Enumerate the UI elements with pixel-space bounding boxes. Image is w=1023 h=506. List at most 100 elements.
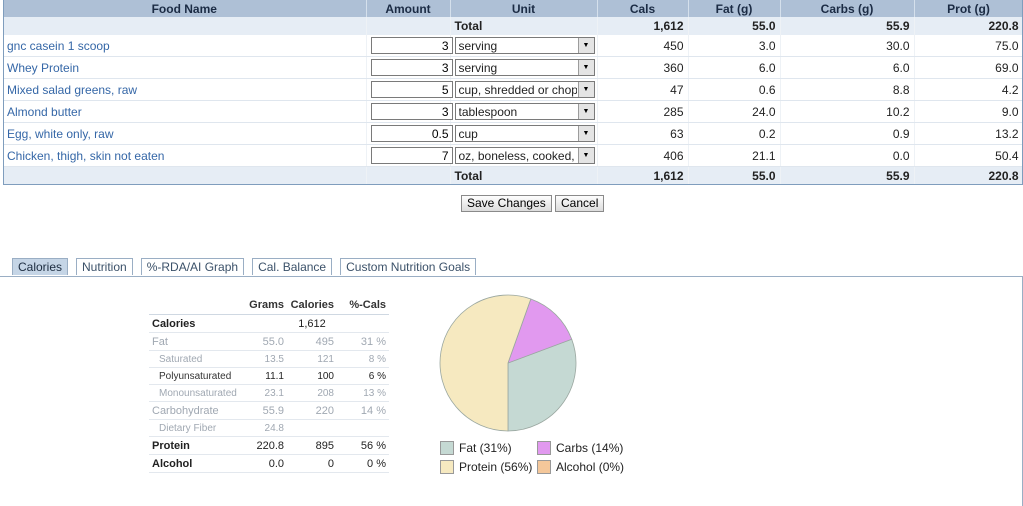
legend-fat: Fat (31%) bbox=[440, 441, 512, 455]
chevron-down-icon[interactable]: ▼ bbox=[577, 126, 594, 141]
col-prot[interactable]: Prot (g) bbox=[914, 0, 1023, 17]
col-amount[interactable]: Amount bbox=[366, 0, 451, 17]
carbs-cell: 8.8 bbox=[780, 78, 915, 101]
food-link[interactable]: Almond butter bbox=[7, 104, 82, 119]
fat-cell: 21.1 bbox=[688, 144, 781, 167]
calorie-pie-chart bbox=[439, 294, 577, 432]
total-prot: 220.8 bbox=[914, 166, 1023, 185]
prot-cell: 50.4 bbox=[914, 144, 1023, 167]
unit-select[interactable]: serving ▼ bbox=[454, 59, 595, 76]
total-row-bottom: Total 1,612 55.0 55.9 220.8 bbox=[3, 166, 1023, 185]
carbs-cell: 0.9 bbox=[780, 122, 915, 145]
fat-cell: 0.2 bbox=[688, 122, 781, 145]
total-prot: 220.8 bbox=[914, 17, 1023, 35]
summary-row-carbohydrate: Carbohydrate 55.9 220 14 % bbox=[149, 401, 389, 420]
summary-row-monounsaturated: Monounsaturated 23.1 208 13 % bbox=[149, 384, 389, 402]
tab-cal-balance[interactable]: Cal. Balance bbox=[252, 258, 333, 275]
food-row: Whey Protein serving ▼ 360 6.0 6.0 69.0 bbox=[3, 56, 1023, 79]
col-fat[interactable]: Fat (g) bbox=[688, 0, 781, 17]
fat-cell: 24.0 bbox=[688, 100, 781, 123]
pie-slice-protein bbox=[439, 294, 532, 432]
summary-col-pct: %-Cals bbox=[337, 296, 389, 315]
food-link[interactable]: Chicken, thigh, skin not eaten bbox=[7, 148, 165, 163]
prot-cell: 4.2 bbox=[914, 78, 1023, 101]
food-link[interactable]: Mixed salad greens, raw bbox=[7, 82, 138, 97]
unit-value: tablespoon bbox=[458, 105, 518, 119]
total-row-top: Total 1,612 55.0 55.9 220.8 bbox=[3, 17, 1023, 35]
chevron-down-icon[interactable]: ▼ bbox=[577, 82, 594, 97]
legend-protein: Protein (56%) bbox=[440, 460, 532, 474]
amount-input[interactable] bbox=[370, 103, 453, 120]
unit-select[interactable]: cup ▼ bbox=[454, 125, 595, 142]
chevron-down-icon[interactable]: ▼ bbox=[577, 38, 594, 53]
amount-input[interactable] bbox=[370, 125, 453, 142]
chevron-down-icon[interactable]: ▼ bbox=[577, 104, 594, 119]
amount-input[interactable] bbox=[370, 37, 453, 54]
grid-header-row: Food Name Amount Unit Cals Fat (g) Carbs… bbox=[3, 0, 1023, 17]
amount-input[interactable] bbox=[370, 59, 453, 76]
total-carbs: 55.9 bbox=[780, 17, 915, 35]
amount-input[interactable] bbox=[370, 147, 453, 164]
legend-swatch-protein bbox=[440, 460, 454, 474]
summary-col-calories: Calories bbox=[287, 296, 337, 315]
food-link[interactable]: Whey Protein bbox=[7, 60, 80, 75]
col-food-name[interactable]: Food Name bbox=[3, 0, 367, 17]
col-carbs[interactable]: Carbs (g) bbox=[780, 0, 915, 17]
col-cals[interactable]: Cals bbox=[597, 0, 689, 17]
carbs-cell: 10.2 bbox=[780, 100, 915, 123]
pie-slice-carbs bbox=[507, 298, 573, 364]
summary-row-alcohol: Alcohol 0.0 0 0 % bbox=[149, 454, 389, 473]
summary-row-saturated: Saturated 13.5 121 8 % bbox=[149, 350, 389, 368]
total-label: Total bbox=[450, 166, 598, 185]
carbs-cell: 6.0 bbox=[780, 56, 915, 79]
col-unit[interactable]: Unit bbox=[450, 0, 598, 17]
tab-panel-border bbox=[0, 276, 1023, 277]
food-row: Egg, white only, raw cup ▼ 63 0.2 0.9 13.… bbox=[3, 122, 1023, 145]
tab-nutrition[interactable]: Nutrition bbox=[76, 258, 133, 275]
summary-col-grams: Grams bbox=[241, 296, 287, 315]
save-changes-button[interactable]: Save Changes bbox=[461, 195, 552, 212]
unit-select[interactable]: serving ▼ bbox=[454, 37, 595, 54]
analysis-tabs: Calories Nutrition %-RDA/AI Graph Cal. B… bbox=[12, 258, 484, 276]
prot-cell: 13.2 bbox=[914, 122, 1023, 145]
food-link[interactable]: gnc casein 1 scoop bbox=[7, 38, 110, 53]
summary-row-fat: Fat 55.0 495 31 % bbox=[149, 332, 389, 351]
food-link[interactable]: Egg, white only, raw bbox=[7, 126, 114, 141]
carbs-cell: 30.0 bbox=[780, 35, 915, 57]
legend-swatch-carbs bbox=[537, 441, 551, 455]
chevron-down-icon[interactable]: ▼ bbox=[577, 148, 594, 163]
food-row: Chicken, thigh, skin not eaten oz, bonel… bbox=[3, 144, 1023, 167]
cals-cell: 285 bbox=[597, 100, 689, 123]
cancel-button[interactable]: Cancel bbox=[555, 195, 605, 212]
tab-calories[interactable]: Calories bbox=[12, 258, 69, 275]
fat-cell: 3.0 bbox=[688, 35, 781, 57]
summary-header-row: Grams Calories %-Cals bbox=[149, 296, 389, 315]
total-fat: 55.0 bbox=[688, 17, 781, 35]
summary-row-protein: Protein 220.8 895 56 % bbox=[149, 436, 389, 455]
tab-rda-graph[interactable]: %-RDA/AI Graph bbox=[140, 258, 245, 275]
fat-cell: 6.0 bbox=[688, 56, 781, 79]
unit-value: serving bbox=[458, 39, 498, 53]
unit-value: cup bbox=[458, 127, 478, 141]
pie-slice-fat bbox=[507, 338, 577, 432]
unit-select[interactable]: tablespoon ▼ bbox=[454, 103, 595, 120]
chevron-down-icon[interactable]: ▼ bbox=[577, 60, 594, 75]
legend-alcohol: Alcohol (0%) bbox=[537, 460, 624, 474]
tab-custom-goals[interactable]: Custom Nutrition Goals bbox=[340, 258, 477, 275]
summary-row-polyunsaturated: Polyunsaturated 11.1 100 6 % bbox=[149, 367, 389, 385]
total-fat: 55.0 bbox=[688, 166, 781, 185]
cals-cell: 63 bbox=[597, 122, 689, 145]
unit-value: oz, boneless, cooked, skin bbox=[458, 149, 577, 163]
total-label: Total bbox=[450, 17, 598, 35]
total-cals: 1,612 bbox=[597, 166, 689, 185]
unit-select[interactable]: oz, boneless, cooked, skin▼ bbox=[454, 147, 595, 164]
cals-cell: 360 bbox=[597, 56, 689, 79]
unit-select[interactable]: cup, shredded or chopped▼ bbox=[454, 81, 595, 98]
prot-cell: 75.0 bbox=[914, 35, 1023, 57]
fat-cell: 0.6 bbox=[688, 78, 781, 101]
amount-input[interactable] bbox=[370, 81, 453, 98]
unit-value: serving bbox=[458, 61, 498, 75]
carbs-cell: 0.0 bbox=[780, 144, 915, 167]
unit-value: cup, shredded or chopped bbox=[458, 83, 577, 97]
summary-row-calories: Calories 1,612 bbox=[149, 314, 389, 333]
